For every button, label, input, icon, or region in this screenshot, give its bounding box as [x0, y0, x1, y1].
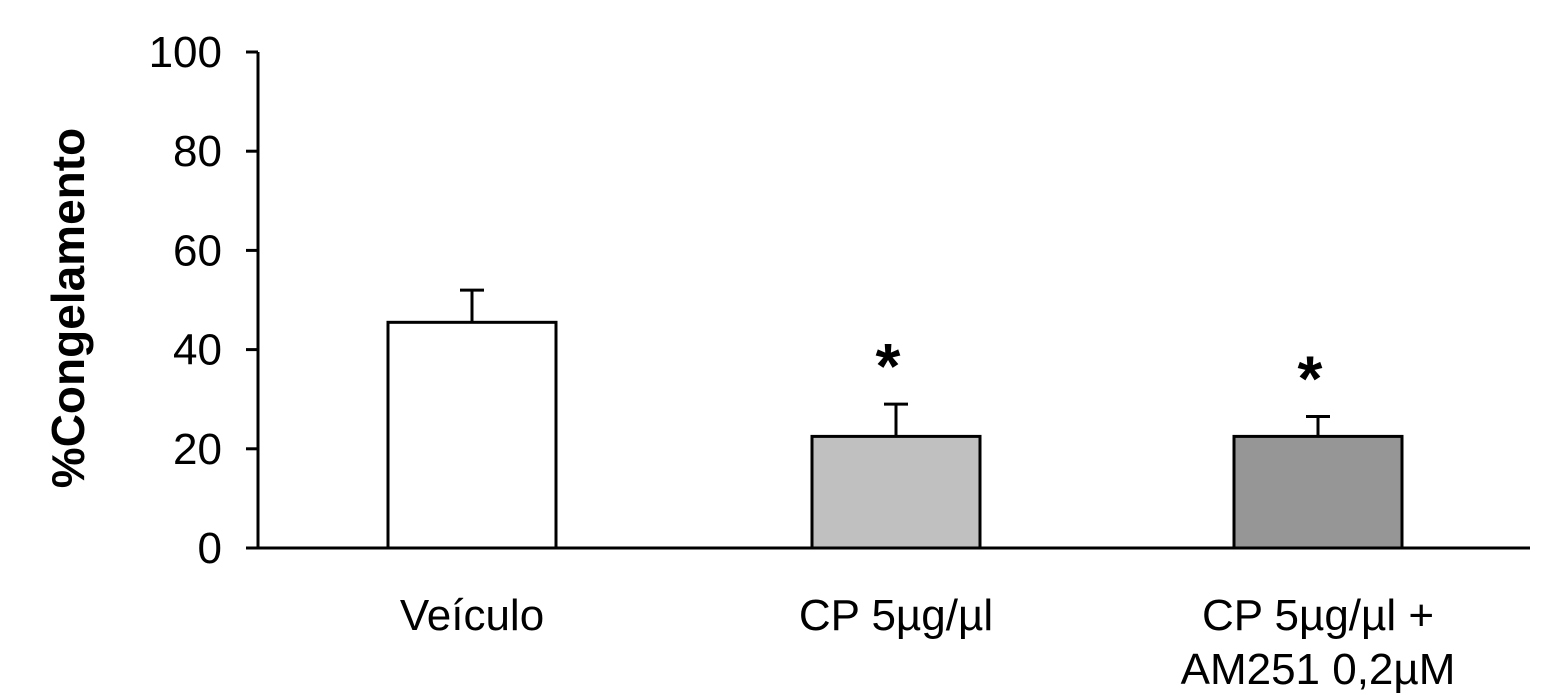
y-tick-label: 0: [198, 524, 222, 573]
bar: [1232, 434, 1404, 550]
x-category-label: AM251 0,2µM: [1181, 645, 1456, 694]
y-tick-label: 100: [149, 28, 222, 77]
bar: [810, 434, 982, 550]
x-category-label: CP 5µg/µl +: [1202, 591, 1434, 640]
plot-area: 0 20 40 60 80 100 %Congelamento * * Veículo CP 5µg…: [42, 28, 1530, 694]
significance-marker: *: [876, 330, 901, 402]
bar: [386, 320, 558, 550]
y-tick-label: 40: [173, 326, 222, 375]
y-axis-title: %Congelamento: [42, 128, 94, 488]
y-tick-label: 80: [173, 127, 222, 176]
significance-marker: *: [1298, 343, 1323, 415]
x-category-label: CP 5µg/µl: [799, 591, 993, 640]
y-tick-label: 60: [173, 226, 222, 275]
x-category-label: Veículo: [400, 591, 544, 640]
y-tick-label: 20: [173, 425, 222, 474]
